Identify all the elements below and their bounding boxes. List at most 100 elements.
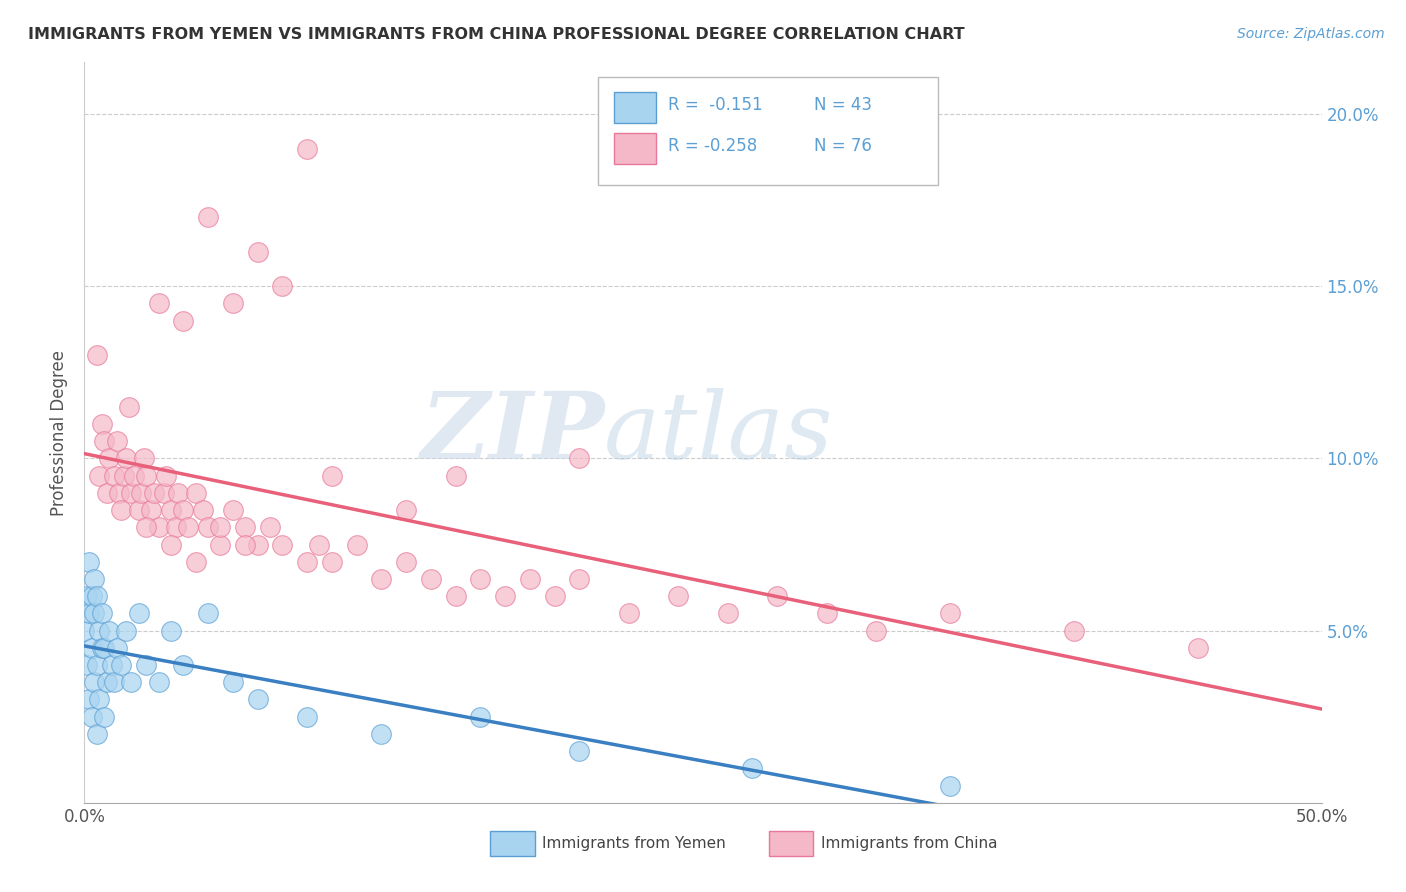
Point bbox=[295, 709, 318, 723]
Point bbox=[246, 244, 269, 259]
Point bbox=[321, 555, 343, 569]
Point bbox=[939, 779, 962, 793]
Point bbox=[717, 607, 740, 621]
Point bbox=[666, 589, 689, 603]
Point bbox=[395, 555, 418, 569]
Point bbox=[444, 589, 467, 603]
Point bbox=[172, 503, 194, 517]
Point bbox=[108, 486, 131, 500]
Text: Immigrants from China: Immigrants from China bbox=[821, 836, 997, 851]
Y-axis label: Professional Degree: Professional Degree bbox=[51, 350, 69, 516]
Text: Immigrants from Yemen: Immigrants from Yemen bbox=[543, 836, 725, 851]
Point bbox=[83, 607, 105, 621]
Point bbox=[165, 520, 187, 534]
Point bbox=[110, 503, 132, 517]
Point bbox=[83, 572, 105, 586]
Point bbox=[741, 761, 763, 775]
Point bbox=[395, 503, 418, 517]
Point bbox=[80, 640, 103, 655]
Point bbox=[1063, 624, 1085, 638]
Text: ZIP: ZIP bbox=[420, 388, 605, 477]
Point bbox=[120, 486, 142, 500]
Point bbox=[105, 640, 128, 655]
Point bbox=[346, 537, 368, 551]
Point bbox=[222, 675, 245, 690]
Point bbox=[172, 314, 194, 328]
Point bbox=[96, 486, 118, 500]
Point bbox=[128, 503, 150, 517]
Point bbox=[90, 607, 112, 621]
Point bbox=[568, 451, 591, 466]
Point bbox=[197, 607, 219, 621]
Point bbox=[152, 486, 174, 500]
Point bbox=[73, 624, 96, 638]
Point bbox=[115, 451, 138, 466]
Text: Source: ZipAtlas.com: Source: ZipAtlas.com bbox=[1237, 27, 1385, 41]
Point bbox=[86, 727, 108, 741]
Text: N = 76: N = 76 bbox=[814, 137, 872, 155]
Point bbox=[79, 607, 101, 621]
Point bbox=[321, 468, 343, 483]
Point bbox=[370, 572, 392, 586]
Point bbox=[110, 658, 132, 673]
Point bbox=[222, 296, 245, 310]
Text: R =  -0.151: R = -0.151 bbox=[668, 96, 763, 114]
Point bbox=[141, 503, 163, 517]
Point bbox=[167, 486, 190, 500]
Point bbox=[135, 658, 157, 673]
Point bbox=[766, 589, 789, 603]
Point bbox=[209, 537, 232, 551]
Point bbox=[197, 211, 219, 225]
Point bbox=[89, 624, 111, 638]
Point bbox=[155, 468, 177, 483]
Point bbox=[233, 537, 256, 551]
Point bbox=[259, 520, 281, 534]
Point bbox=[129, 486, 152, 500]
Point bbox=[246, 537, 269, 551]
Point bbox=[86, 658, 108, 673]
FancyBboxPatch shape bbox=[769, 831, 813, 856]
FancyBboxPatch shape bbox=[614, 92, 657, 123]
FancyBboxPatch shape bbox=[491, 831, 534, 856]
Point bbox=[177, 520, 200, 534]
Point bbox=[100, 658, 122, 673]
Point bbox=[191, 503, 214, 517]
Point bbox=[865, 624, 887, 638]
Point bbox=[444, 468, 467, 483]
Point bbox=[79, 555, 101, 569]
Point bbox=[160, 537, 183, 551]
Point bbox=[93, 640, 115, 655]
Point bbox=[76, 589, 98, 603]
Point bbox=[271, 537, 294, 551]
Point bbox=[80, 589, 103, 603]
Point bbox=[295, 142, 318, 156]
Point bbox=[103, 468, 125, 483]
Point bbox=[160, 503, 183, 517]
Text: R = -0.258: R = -0.258 bbox=[668, 137, 758, 155]
Point bbox=[93, 709, 115, 723]
Point bbox=[568, 572, 591, 586]
Point bbox=[98, 451, 121, 466]
Point bbox=[80, 709, 103, 723]
Point bbox=[222, 503, 245, 517]
Point bbox=[103, 675, 125, 690]
FancyBboxPatch shape bbox=[614, 133, 657, 164]
Point bbox=[568, 744, 591, 758]
Point bbox=[815, 607, 838, 621]
Point bbox=[86, 589, 108, 603]
Point bbox=[135, 520, 157, 534]
Text: atlas: atlas bbox=[605, 388, 834, 477]
Point bbox=[1187, 640, 1209, 655]
Point bbox=[148, 675, 170, 690]
Point bbox=[89, 468, 111, 483]
Point bbox=[419, 572, 441, 586]
Point bbox=[135, 468, 157, 483]
Point bbox=[122, 468, 145, 483]
Point bbox=[543, 589, 565, 603]
Point bbox=[271, 279, 294, 293]
Point bbox=[246, 692, 269, 706]
Point bbox=[184, 486, 207, 500]
Point bbox=[197, 520, 219, 534]
Point bbox=[115, 624, 138, 638]
Point bbox=[519, 572, 541, 586]
